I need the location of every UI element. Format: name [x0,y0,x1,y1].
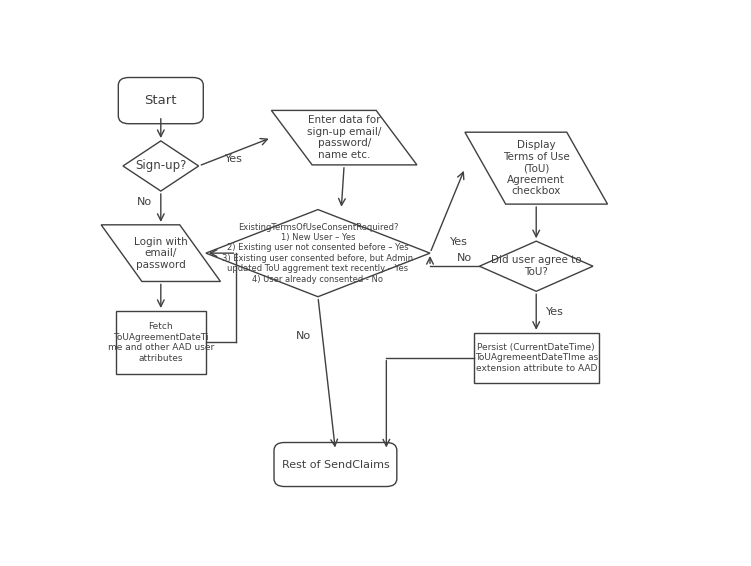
Text: ExistingTermsOfUseConsentRequired?
1) New User – Yes
2) Existing user not consen: ExistingTermsOfUseConsentRequired? 1) Ne… [222,222,414,284]
Bar [116,311,206,374]
Text: Display
Terms of Use
(ToU)
Agreement
checkbox: Display Terms of Use (ToU) Agreement che… [503,140,569,196]
Text: Enter data for
sign-up email/
password/
name etc.: Enter data for sign-up email/ password/ … [307,115,382,160]
Polygon shape [101,225,221,281]
Polygon shape [271,110,417,165]
Text: Yes: Yes [546,307,564,317]
Bar [474,333,599,383]
Text: Yes: Yes [225,155,243,165]
Text: No: No [296,331,311,341]
Text: No: No [137,197,152,207]
Text: Sign-up?: Sign-up? [135,160,186,173]
FancyBboxPatch shape [119,78,204,124]
FancyBboxPatch shape [274,443,397,487]
Text: Persist (CurrentDateTime)
ToUAgremeentDateTIme as
extension attribute to AAD: Persist (CurrentDateTime) ToUAgremeentDa… [475,343,598,372]
Text: Login with
email/
password: Login with email/ password [134,237,188,270]
Polygon shape [479,241,593,291]
Text: No: No [457,254,472,263]
Text: Yes: Yes [450,237,468,247]
Polygon shape [206,209,430,297]
Text: Did user agree to
ToU?: Did user agree to ToU? [491,255,581,277]
Text: Fetch
ToUAgreementDateTi
me and other AAD user
attributes: Fetch ToUAgreementDateTi me and other AA… [107,323,214,363]
Text: Rest of SendClaims: Rest of SendClaims [282,460,389,470]
Text: Start: Start [144,94,177,107]
Polygon shape [123,141,198,191]
Polygon shape [465,132,608,204]
